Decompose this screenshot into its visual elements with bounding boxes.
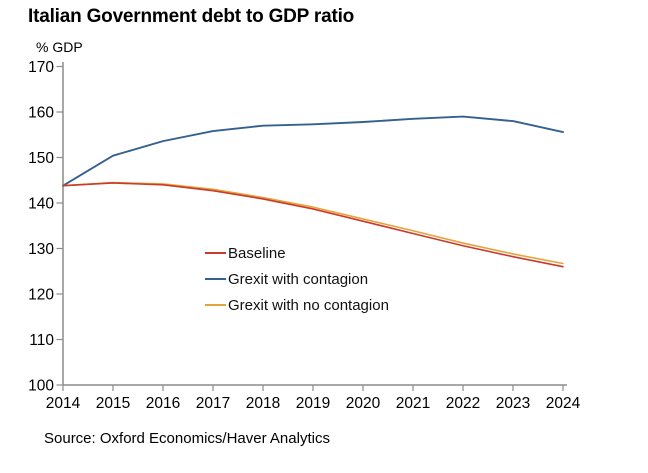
source-note: Source: Oxford Economics/Haver Analytics (44, 430, 330, 447)
x-tick-label: 2020 (346, 395, 381, 412)
y-tick-label: 160 (28, 105, 54, 122)
y-tick-label: 110 (29, 332, 54, 349)
x-tick-label: 2017 (196, 395, 230, 412)
chart-legend: Baseline Grexit with contagion Grexit with… (205, 240, 389, 318)
x-tick-label: 2014 (46, 395, 81, 412)
y-tick-label: 140 (28, 196, 54, 213)
legend-label: Baseline (228, 244, 286, 262)
y-tick-label: 130 (28, 241, 54, 258)
x-tick-label: 2016 (146, 395, 180, 412)
chart-title: Italian Government debt to GDP ratio (28, 6, 355, 27)
x-tick-label: 2023 (496, 395, 530, 412)
series-line-grexit-with-contagion (62, 115, 564, 187)
y-tick-label: 120 (28, 287, 54, 304)
legend-line-swatch (205, 252, 226, 254)
x-tick-label: 2019 (296, 395, 330, 412)
x-tick-label: 2022 (446, 395, 480, 412)
y-tick-label: 150 (28, 150, 54, 167)
legend-label: Grexit with no contagion (228, 296, 389, 314)
y-tick-label: 170 (28, 59, 54, 76)
x-tick-label: 2018 (246, 395, 280, 412)
legend-label: Grexit with contagion (228, 270, 369, 288)
legend-item: Baseline (205, 240, 389, 266)
y-axis-unit-label: % GDP (36, 39, 83, 55)
x-tick-label: 2024 (546, 395, 581, 412)
legend-item: Grexit with contagion (205, 266, 389, 292)
series-line-baseline (62, 182, 564, 268)
legend-line-swatch (205, 304, 226, 306)
y-tick-label: 100 (28, 378, 54, 395)
legend-line-swatch (205, 278, 226, 280)
x-tick-label: 2021 (396, 395, 430, 412)
x-tick-label: 2015 (96, 395, 130, 412)
legend-item: Grexit with no contagion (205, 292, 389, 318)
